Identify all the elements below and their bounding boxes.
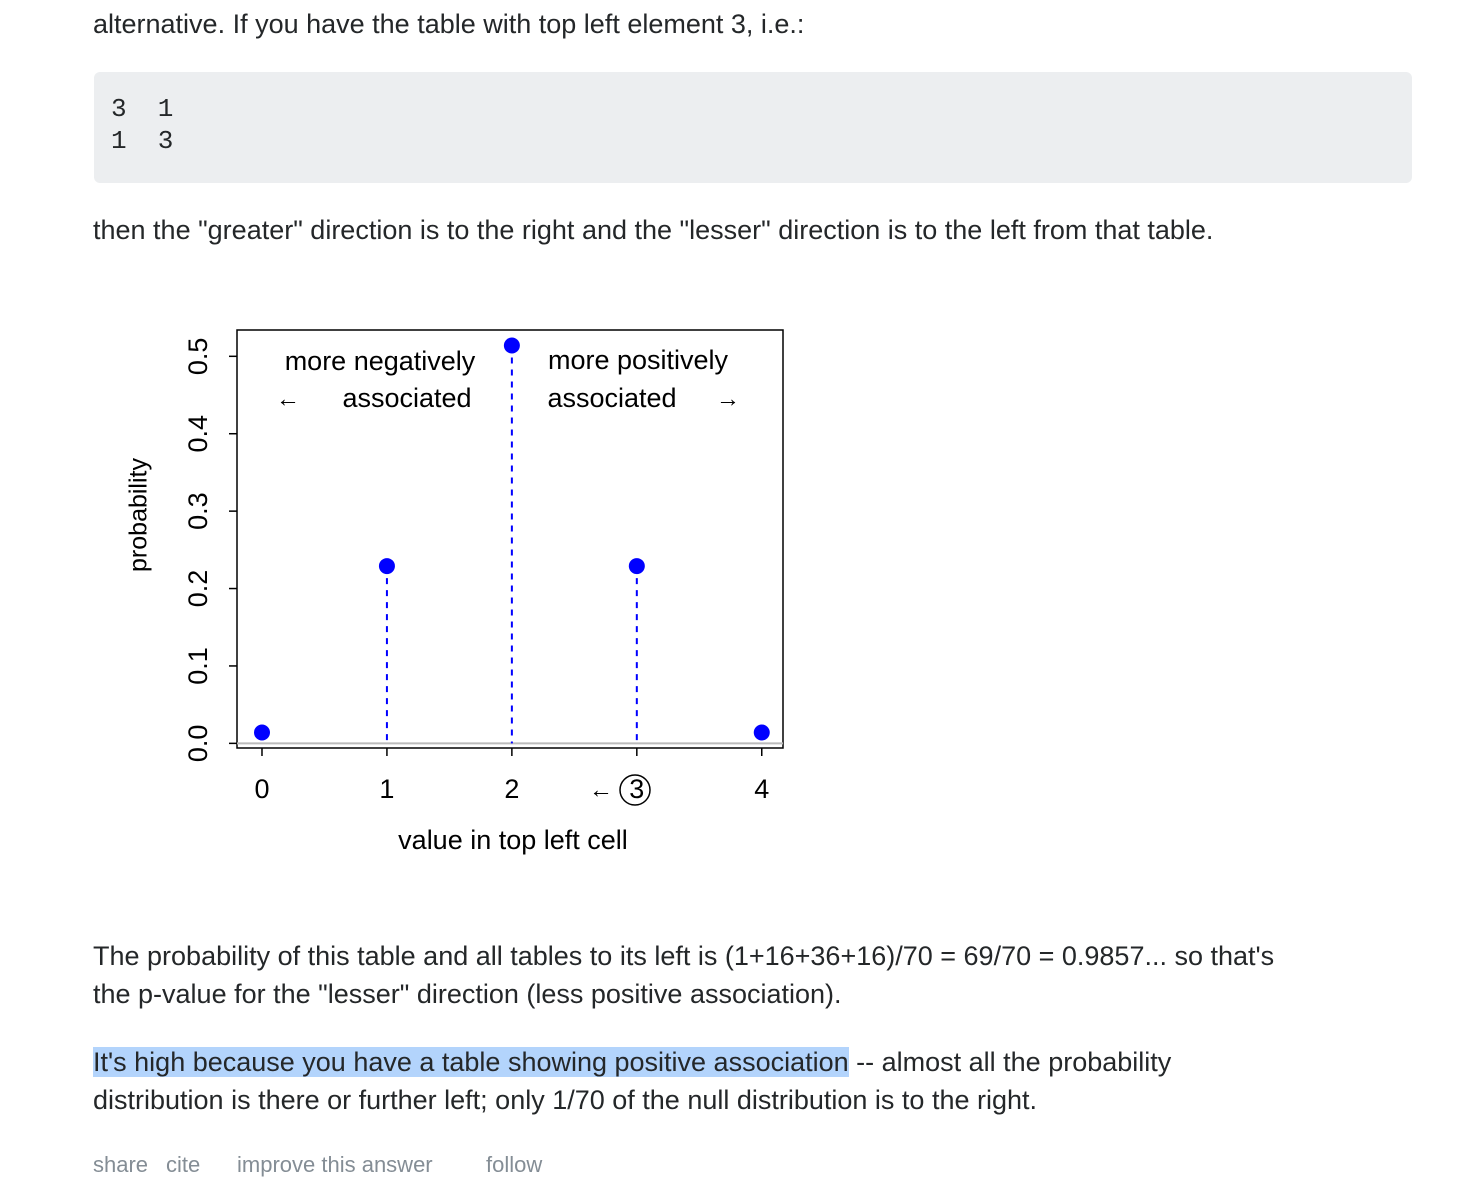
footer-link[interactable]: improve this answer bbox=[237, 1152, 433, 1177]
paragraph: alternative. If you have the table with … bbox=[93, 9, 805, 39]
point bbox=[628, 558, 645, 575]
plot-box bbox=[236, 329, 784, 749]
paragraph-line: the p-value for the "lesser" direction (… bbox=[93, 979, 842, 1009]
paragraph-line: The probability of this table and all ta… bbox=[93, 941, 1275, 971]
x-tick-label: 4 bbox=[754, 774, 769, 804]
y-tick-label: 0.1 bbox=[183, 647, 213, 685]
highlighted-text: It's high because you have a table showi… bbox=[93, 1047, 849, 1077]
chart: more negatively associated ← more positi… bbox=[125, 329, 784, 855]
y-tick-label: 0.2 bbox=[183, 570, 213, 608]
y-axis-label: probability bbox=[125, 458, 153, 572]
annotation: associated bbox=[342, 383, 471, 413]
observed-circle bbox=[619, 774, 651, 806]
x-axis-label: value in top left cell bbox=[398, 825, 628, 855]
point bbox=[378, 558, 395, 575]
paragraph: then the "greater" direction is to the r… bbox=[93, 215, 1214, 245]
y-tick-label: 0.4 bbox=[183, 415, 213, 453]
annotation-arrow: → bbox=[716, 385, 740, 412]
y-tick-label: 0.0 bbox=[183, 725, 213, 763]
point bbox=[503, 337, 520, 354]
y-tick-label: 0.5 bbox=[183, 338, 213, 376]
annotation: associated bbox=[547, 383, 676, 413]
point bbox=[253, 724, 270, 741]
annotation: more positively bbox=[548, 345, 729, 375]
footer-link[interactable]: cite bbox=[166, 1152, 201, 1177]
point bbox=[753, 724, 770, 741]
annotation: more negatively bbox=[285, 346, 476, 376]
code-line: 3 1 bbox=[111, 94, 174, 124]
footer-link[interactable]: follow bbox=[486, 1152, 543, 1177]
y-tick-label: 0.3 bbox=[183, 492, 213, 530]
annotation-arrow: ← bbox=[589, 776, 613, 803]
code-line: 1 3 bbox=[111, 126, 174, 156]
x-tick-label: 3 bbox=[629, 774, 644, 804]
annotation-arrow: ← bbox=[276, 385, 300, 412]
x-tick-label: 0 bbox=[254, 774, 269, 804]
paragraph-line: It's high because you have a table showi… bbox=[93, 1043, 1171, 1081]
text: -- almost all the probability bbox=[848, 1047, 1172, 1077]
x-tick-label: 2 bbox=[504, 774, 519, 804]
paragraph-line: distribution is there or further left; o… bbox=[93, 1085, 1037, 1115]
footer-link[interactable]: share bbox=[93, 1152, 149, 1177]
code-block: 3 1 1 3 bbox=[94, 72, 1412, 183]
x-tick-label: 1 bbox=[379, 774, 394, 804]
